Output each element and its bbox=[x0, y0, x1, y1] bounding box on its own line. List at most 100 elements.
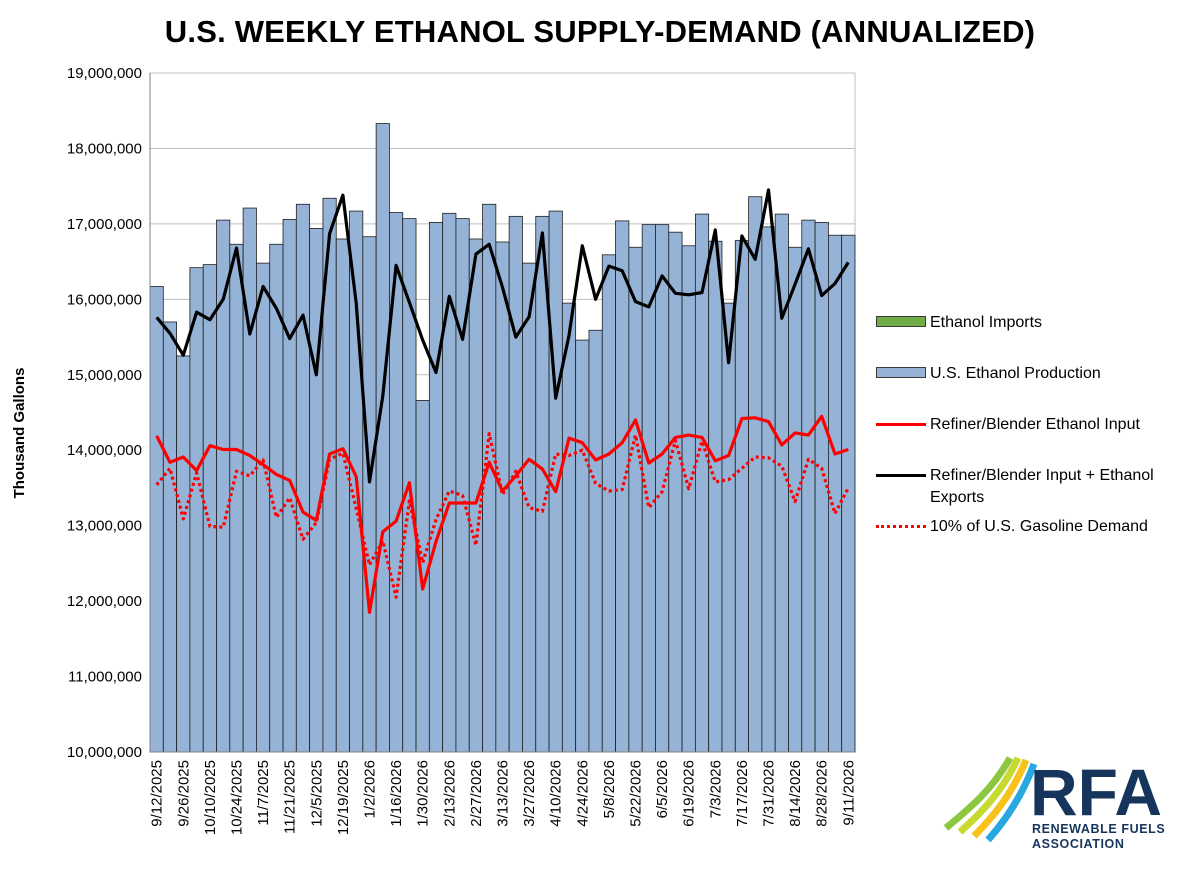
production-bar bbox=[495, 241, 510, 753]
production-bar bbox=[801, 219, 816, 753]
production-bar bbox=[628, 246, 643, 753]
production-bar bbox=[841, 234, 856, 753]
legend-item-input-plus-exports: Refiner/Blender Input + Ethanol Exports bbox=[876, 465, 1170, 509]
x-tick-label: 5/8/2026 bbox=[601, 760, 618, 818]
production-bar bbox=[827, 234, 843, 753]
production-bar bbox=[229, 243, 244, 753]
y-tick-label: 10,000,000 bbox=[67, 744, 142, 761]
production-bar bbox=[655, 224, 670, 753]
y-tick-label: 12,000,000 bbox=[67, 593, 142, 610]
production-bar bbox=[375, 123, 390, 753]
y-tick-labels: 10,000,000 11,000,000 12,000,000 13,000,000… bbox=[67, 65, 142, 761]
x-tick-label: 6/19/2026 bbox=[681, 760, 698, 827]
series-lines bbox=[155, 188, 850, 615]
y-tick-label: 14,000,000 bbox=[67, 442, 142, 459]
production-bar bbox=[442, 212, 457, 753]
rfa-swoosh-icon: RFA RENEWABLE FUELS ASSOCIATION bbox=[943, 755, 1165, 851]
legend-item-gasoline-demand: 10% of U.S. Gasoline Demand bbox=[876, 516, 1170, 538]
x-tick-labels: 9/12/2025 9/26/2025 10/10/2025 10/24/2025 11… bbox=[149, 760, 858, 835]
x-tick-label: 9/11/2026 bbox=[840, 760, 857, 826]
x-tick-label: 7/31/2026 bbox=[761, 760, 778, 827]
y-tick-label: 11,000,000 bbox=[68, 669, 142, 686]
x-tick-label: 2/27/2026 bbox=[468, 760, 485, 827]
production-bar bbox=[588, 329, 603, 753]
x-tick-label: 11/21/2025 bbox=[282, 760, 299, 834]
production-bar bbox=[428, 221, 444, 753]
production-bar bbox=[761, 226, 776, 753]
production-bar bbox=[176, 355, 191, 753]
legend-swatch-input-plus-exports bbox=[876, 474, 926, 477]
chart-title: U.S. WEEKLY ETHANOL SUPPLY-DEMAND (ANNUA… bbox=[164, 14, 1036, 49]
production-bar bbox=[668, 231, 683, 753]
x-tick-label: 9/26/2025 bbox=[175, 760, 192, 827]
production-bar bbox=[455, 218, 470, 753]
x-tick-label: 10/24/2025 bbox=[228, 760, 245, 835]
production-bar bbox=[561, 302, 577, 753]
legend-swatch-gasoline-demand bbox=[876, 525, 926, 528]
logo-letters: RFA bbox=[1030, 755, 1162, 829]
production-bar bbox=[189, 267, 204, 753]
logo-line2: ASSOCIATION bbox=[1032, 837, 1124, 851]
legend-swatch-refiner-input bbox=[876, 423, 926, 426]
legend-swatch-imports bbox=[876, 316, 926, 327]
refiner-input-line bbox=[155, 414, 849, 615]
x-tick-label: 3/13/2026 bbox=[495, 760, 512, 827]
legend-label-production: U.S. Ethanol Production bbox=[930, 365, 1101, 382]
production-bar bbox=[256, 262, 271, 753]
y-tick-label: 15,000,000 bbox=[67, 367, 142, 384]
production-bar bbox=[615, 220, 630, 753]
legend-item-refiner-input: Refiner/Blender Ethanol Input bbox=[876, 414, 1170, 436]
production-bar bbox=[708, 240, 723, 753]
x-tick-label: 9/12/2025 bbox=[149, 760, 166, 827]
production-bar bbox=[575, 339, 590, 753]
production-bar bbox=[295, 203, 311, 753]
x-tick-label: 12/19/2025 bbox=[335, 760, 352, 835]
x-tick-label: 1/16/2026 bbox=[388, 760, 405, 827]
production-bar bbox=[601, 254, 616, 753]
production-bar bbox=[522, 262, 537, 753]
y-tick-label: 18,000,000 bbox=[67, 140, 142, 157]
x-tick-label: 11/7/2025 bbox=[255, 760, 272, 826]
production-bar bbox=[242, 207, 257, 753]
production-bar bbox=[721, 302, 736, 753]
legend-label-gasoline-demand: 10% of U.S. Gasoline Demand bbox=[930, 518, 1148, 535]
production-bar bbox=[335, 238, 350, 753]
y-tick-label: 16,000,000 bbox=[67, 291, 142, 308]
x-tick-label: 4/24/2026 bbox=[574, 760, 591, 827]
x-tick-label: 7/3/2026 bbox=[707, 760, 724, 818]
legend-label-refiner-input: Refiner/Blender Ethanol Input bbox=[930, 416, 1140, 433]
x-tick-label: 5/22/2026 bbox=[628, 760, 645, 827]
rfa-logo: RFA RENEWABLE FUELS ASSOCIATION bbox=[940, 752, 1190, 862]
y-tick-label: 13,000,000 bbox=[67, 518, 142, 535]
x-tick-label: 12/5/2025 bbox=[308, 760, 325, 827]
legend-label-imports: Ethanol Imports bbox=[930, 314, 1043, 331]
production-bar bbox=[389, 212, 404, 753]
production-bar bbox=[748, 196, 763, 753]
gasoline-demand-line bbox=[155, 432, 850, 599]
x-tick-label: 8/14/2026 bbox=[787, 760, 804, 827]
x-tick-label: 6/5/2026 bbox=[654, 760, 671, 818]
legend-swatch-production bbox=[876, 367, 926, 378]
x-tick-label: 1/2/2026 bbox=[361, 760, 378, 818]
axes bbox=[149, 73, 855, 753]
production-bar bbox=[734, 240, 749, 753]
production-bar bbox=[162, 321, 178, 753]
y-tick-label: 17,000,000 bbox=[67, 216, 142, 233]
legend-item-imports: Ethanol Imports bbox=[876, 312, 1170, 334]
production-bar bbox=[681, 245, 696, 753]
legend-label-input-plus-exports: Refiner/Blender Input + Ethanol Exports bbox=[930, 467, 1154, 506]
production-bar bbox=[362, 236, 377, 753]
x-tick-label: 4/10/2026 bbox=[548, 760, 565, 827]
x-tick-label: 2/13/2026 bbox=[441, 760, 458, 827]
production-bar bbox=[282, 218, 297, 753]
production-bar bbox=[508, 215, 523, 753]
x-tick-label: 7/17/2026 bbox=[734, 760, 751, 827]
logo-line1: RENEWABLE FUELS bbox=[1032, 822, 1165, 836]
production-bar bbox=[149, 286, 164, 753]
x-tick-label: 3/27/2026 bbox=[521, 760, 538, 827]
x-tick-label: 8/28/2026 bbox=[814, 760, 831, 827]
y-axis-label: Thousand Gallons bbox=[11, 368, 28, 499]
y-tick-label: 19,000,000 bbox=[67, 65, 142, 82]
legend-item-production: U.S. Ethanol Production bbox=[876, 363, 1170, 385]
